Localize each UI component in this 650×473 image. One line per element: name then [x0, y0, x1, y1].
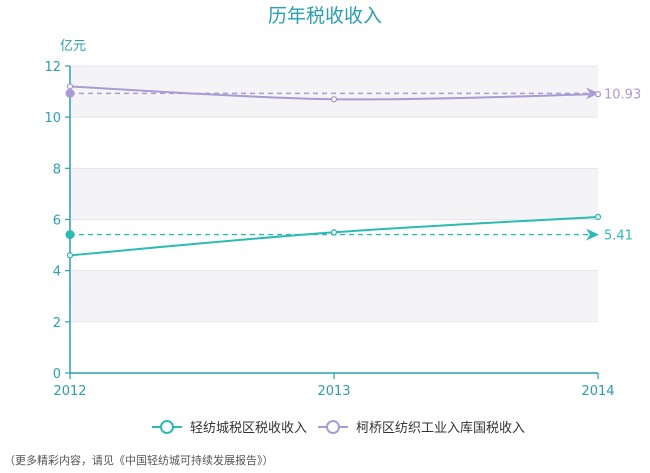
y-tick-label: 4: [53, 265, 61, 280]
plot-band-6-8: [70, 168, 598, 220]
series-0: 5.41: [65, 213, 633, 259]
y-axis-label: 亿元: [60, 39, 86, 54]
average-label: 5.41: [604, 229, 633, 244]
average-start-dot: [65, 88, 75, 98]
x-tick-label: 2012: [53, 384, 86, 399]
legend-item-0: 轻纺城税区税收收入: [152, 420, 307, 436]
series-layer: 5.41 10.93: [65, 83, 641, 259]
grid-lines: [70, 65, 598, 323]
average-start-dot: [65, 230, 75, 240]
legend-marker: [160, 420, 174, 434]
legend-label: 柯桥区纺织工业入库国税收入: [356, 420, 525, 436]
x-tick-label: 2014: [581, 384, 614, 399]
legend-label: 轻纺城税区税收收入: [190, 421, 307, 436]
legend-item-1: 柯桥区纺织工业入库国税收入: [318, 420, 525, 436]
data-point: [330, 229, 338, 236]
y-tick-label: 10: [44, 111, 61, 126]
average-arrow: [586, 228, 599, 241]
data-point: [66, 252, 74, 259]
chart-title: 历年税收收入: [268, 5, 382, 27]
data-point: [330, 96, 338, 103]
data-point: [66, 83, 74, 90]
footnote: （更多精彩内容，请见《中国轻纺城可持续发展报告》）: [4, 454, 274, 467]
legend: 轻纺城税区税收收入 柯桥区纺织工业入库国税收入: [152, 420, 525, 436]
data-point: [594, 90, 602, 98]
data-point: [594, 213, 602, 221]
plot-band-2-4: [70, 270, 598, 322]
series-1: 10.93: [65, 83, 641, 103]
y-tick-label: 12: [44, 60, 61, 75]
x-tick-label: 2013: [317, 384, 350, 399]
series-line: [69, 215, 599, 257]
y-tick-label: 2: [53, 316, 61, 331]
average-label: 10.93: [604, 87, 641, 102]
legend-marker: [326, 420, 340, 434]
y-tick-label: 6: [53, 214, 61, 229]
x-axis-ticks: 2012 2013 2014: [53, 373, 615, 399]
y-tick-label: 8: [53, 162, 61, 177]
y-tick-label: 0: [53, 367, 61, 382]
y-axis-ticks: 0 2 4 6 8 10 12: [44, 60, 70, 382]
